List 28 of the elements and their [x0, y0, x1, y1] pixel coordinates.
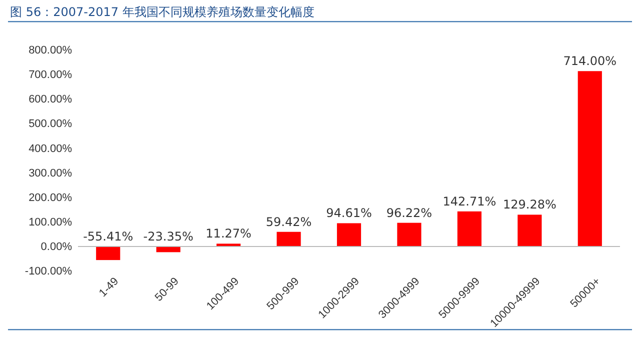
data-label: 129.28%: [502, 198, 556, 212]
bar: [578, 71, 602, 246]
y-tick-label: 700.00%: [28, 69, 72, 82]
bar: [518, 214, 542, 246]
y-tick-label: 800.00%: [28, 44, 72, 57]
bar: [96, 246, 120, 260]
bar: [276, 232, 301, 246]
y-tick-label: 200.00%: [28, 192, 72, 204]
y-tick-label: 300.00%: [28, 167, 72, 180]
y-tick-label: 600.00%: [28, 94, 72, 106]
data-label: 94.61%: [326, 206, 372, 220]
bar: [457, 211, 482, 246]
chart-title: 图 56：2007-2017 年我国不同规模养殖场数量变化幅度: [10, 5, 314, 19]
y-tick-label: 400.00%: [28, 142, 72, 155]
bar: [397, 222, 422, 246]
y-tick-label: 100.00%: [28, 216, 72, 228]
bar: [216, 244, 241, 246]
bar: [336, 223, 362, 246]
y-tick-label: -100.00%: [24, 266, 72, 278]
data-label: -55.41%: [83, 229, 134, 244]
data-label: 11.27%: [206, 226, 252, 241]
data-label: 59.42%: [266, 214, 312, 229]
y-tick-label: 500.00%: [28, 118, 72, 130]
data-label: 714.00%: [563, 54, 617, 68]
data-label: -23.35%: [143, 229, 194, 244]
data-label: 96.22%: [386, 206, 432, 220]
data-label: 142.71%: [442, 194, 496, 208]
y-tick-label: 0.00%: [40, 240, 72, 253]
